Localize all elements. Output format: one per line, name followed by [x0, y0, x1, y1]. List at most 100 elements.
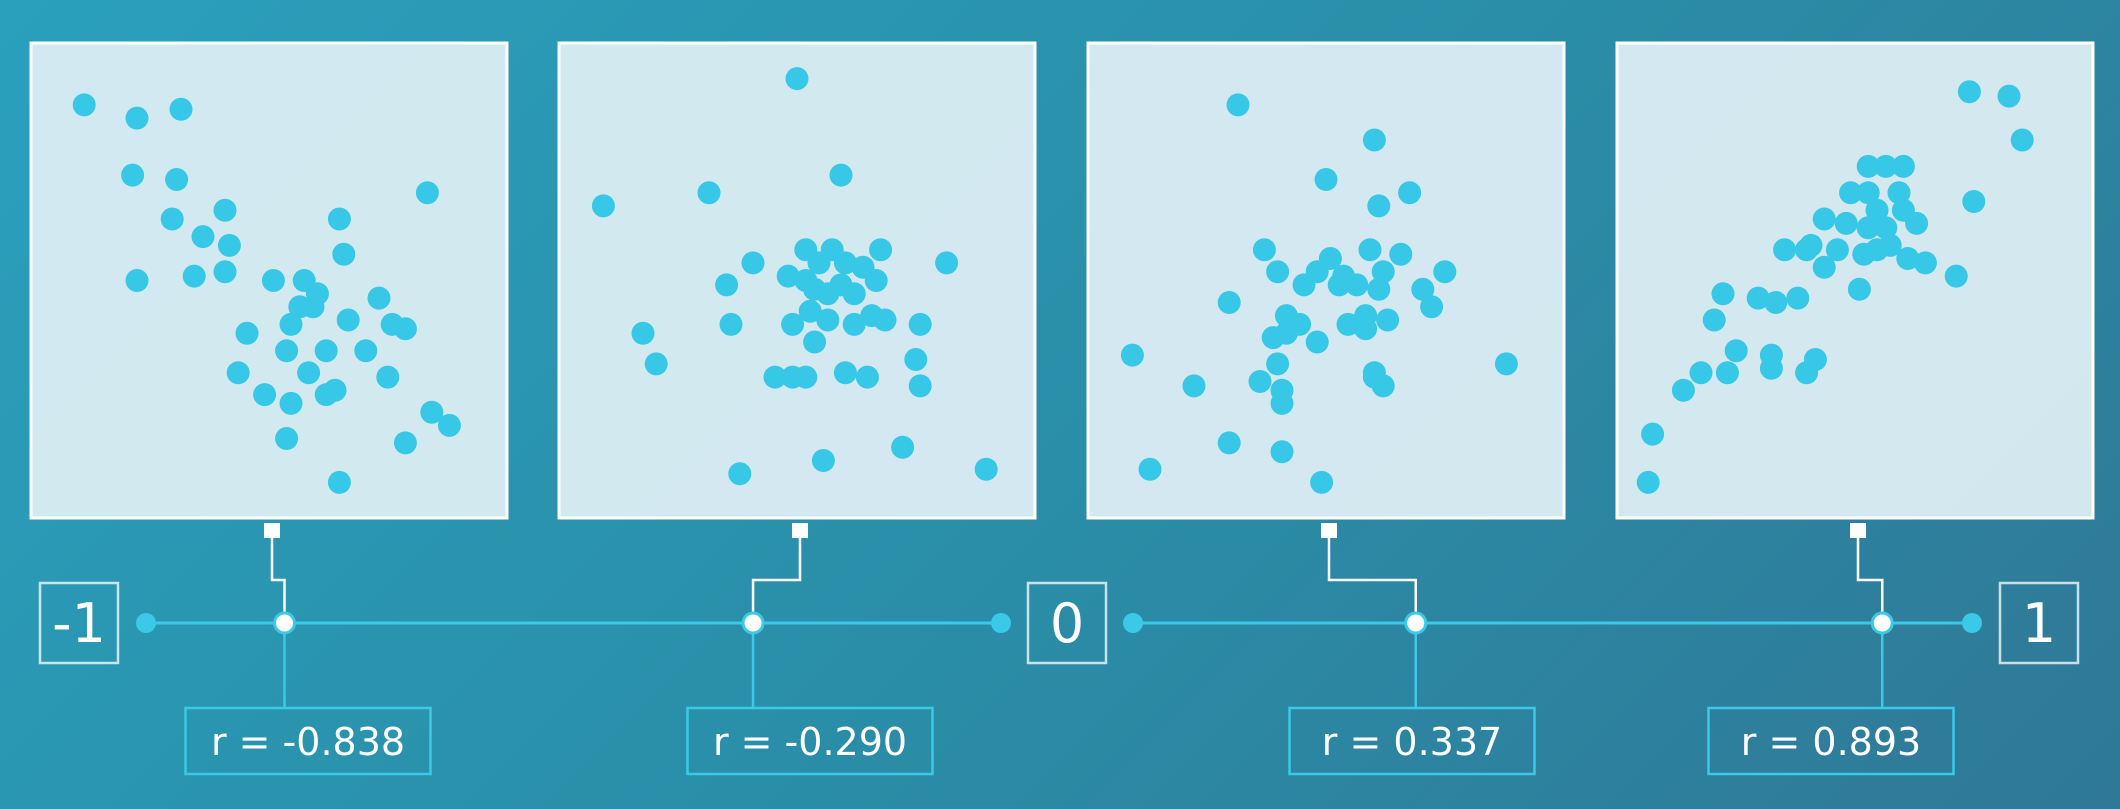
scatter-point	[1812, 255, 1836, 279]
scatter-point	[182, 264, 206, 288]
scatter-point	[1420, 295, 1444, 319]
scatter-point	[1336, 312, 1360, 336]
panel-background	[1086, 41, 1566, 520]
scatter-point	[1641, 422, 1665, 446]
connector-line	[751, 538, 802, 623]
scatter-point	[235, 321, 259, 345]
scale-max-label: 1	[2022, 592, 2056, 655]
scatter-point	[336, 308, 360, 332]
scale-endpoint-dot	[1962, 613, 1982, 633]
scatter-point	[1636, 470, 1660, 494]
scatter-point	[1217, 291, 1241, 314]
marker-dot	[1870, 611, 1894, 635]
r-label: r = 0.893	[1741, 720, 1921, 764]
scatter-point	[842, 312, 866, 336]
scatter-panel	[29, 41, 509, 520]
scatter-point	[798, 299, 822, 323]
scatter-point	[833, 361, 857, 385]
scatter-point	[1182, 374, 1206, 398]
scatter-point	[1795, 238, 1819, 262]
connector-tab	[1850, 523, 1866, 538]
scatter-point	[1411, 277, 1435, 301]
scatter-point	[1825, 238, 1849, 262]
scatter-point	[1896, 247, 1920, 270]
correlation-labels: r = -0.838 r = -0.290 r = 0.337 r = 0.893	[184, 611, 1955, 776]
scale-mid-label: 0	[1050, 592, 1084, 655]
scatter-point	[1138, 457, 1162, 481]
scatter-point	[261, 269, 285, 292]
scatter-point	[1874, 216, 1898, 240]
scatter-point	[1812, 207, 1836, 231]
scatter-point	[275, 427, 299, 450]
scatter-point	[1773, 238, 1797, 262]
scatter-point	[781, 312, 805, 336]
scatter-point	[1327, 273, 1351, 297]
connector-line	[1327, 538, 1417, 623]
scatter-point	[873, 308, 897, 332]
scatter-point	[1398, 181, 1422, 205]
scatter-panel	[557, 41, 1037, 520]
scatter-panel	[1086, 41, 1566, 520]
scatter-point	[327, 470, 351, 494]
scatter-point	[1887, 181, 1911, 205]
scatter-point	[855, 365, 879, 389]
scatter-point	[279, 312, 303, 336]
scatter-point	[741, 251, 765, 275]
scatter-point	[697, 181, 721, 205]
marker-dot	[273, 611, 297, 635]
scatter-point	[367, 286, 391, 310]
scatter-point	[314, 339, 338, 363]
scatter-point	[1847, 277, 1871, 301]
scatter-point	[1689, 361, 1713, 385]
scatter-point	[904, 348, 928, 371]
scatter-point	[415, 181, 439, 205]
scale-endpoint-dot	[991, 613, 1011, 633]
scatter-point	[776, 264, 800, 288]
scatter-point	[1878, 233, 1902, 257]
scatter-point	[1305, 330, 1329, 354]
scatter-point	[1874, 154, 1898, 178]
scatter-point	[1433, 260, 1457, 284]
scatter-point	[191, 225, 215, 249]
scatter-point	[785, 67, 809, 91]
scatter-point	[376, 365, 400, 389]
scatter-point	[807, 251, 831, 275]
scatter-point	[1746, 286, 1770, 310]
scatter-point	[1371, 374, 1395, 398]
scatter-point	[226, 361, 250, 385]
scatter-point	[1671, 378, 1695, 402]
scatter-point	[891, 435, 915, 459]
r-label-box	[1707, 706, 1955, 776]
scatter-point	[935, 251, 959, 275]
scatter-point	[1764, 291, 1788, 314]
scatter-point	[1494, 352, 1518, 376]
scatter-point	[1248, 370, 1272, 393]
scatter-point	[816, 308, 840, 332]
scatter-point	[1314, 168, 1338, 191]
scatter-point	[165, 168, 189, 191]
scatter-point	[869, 238, 893, 262]
scale-max-box	[1998, 581, 2080, 665]
panel-connector	[751, 523, 808, 623]
scatter-point	[1345, 273, 1369, 297]
scatter-point	[2010, 128, 2034, 152]
r-label-box	[184, 706, 432, 776]
scatter-point	[1856, 216, 1880, 240]
scatter-point	[354, 339, 378, 363]
scatter-point	[1389, 242, 1413, 266]
scatter-point	[297, 361, 321, 385]
scatter-point	[1252, 238, 1276, 262]
panel-connector	[1850, 523, 1884, 623]
scatter-point	[1856, 181, 1880, 205]
scatter-point	[125, 269, 149, 292]
scale-min-box	[38, 581, 120, 665]
scatter-point	[833, 251, 857, 275]
scatter-point	[1724, 339, 1748, 363]
connector-line	[270, 538, 286, 623]
scatter-point	[332, 242, 356, 266]
scatter-point	[1856, 154, 1880, 178]
panel-connector	[1321, 523, 1417, 623]
scatter-point	[644, 352, 668, 376]
scatter-point	[1865, 198, 1889, 222]
scatter-point	[1759, 356, 1783, 380]
